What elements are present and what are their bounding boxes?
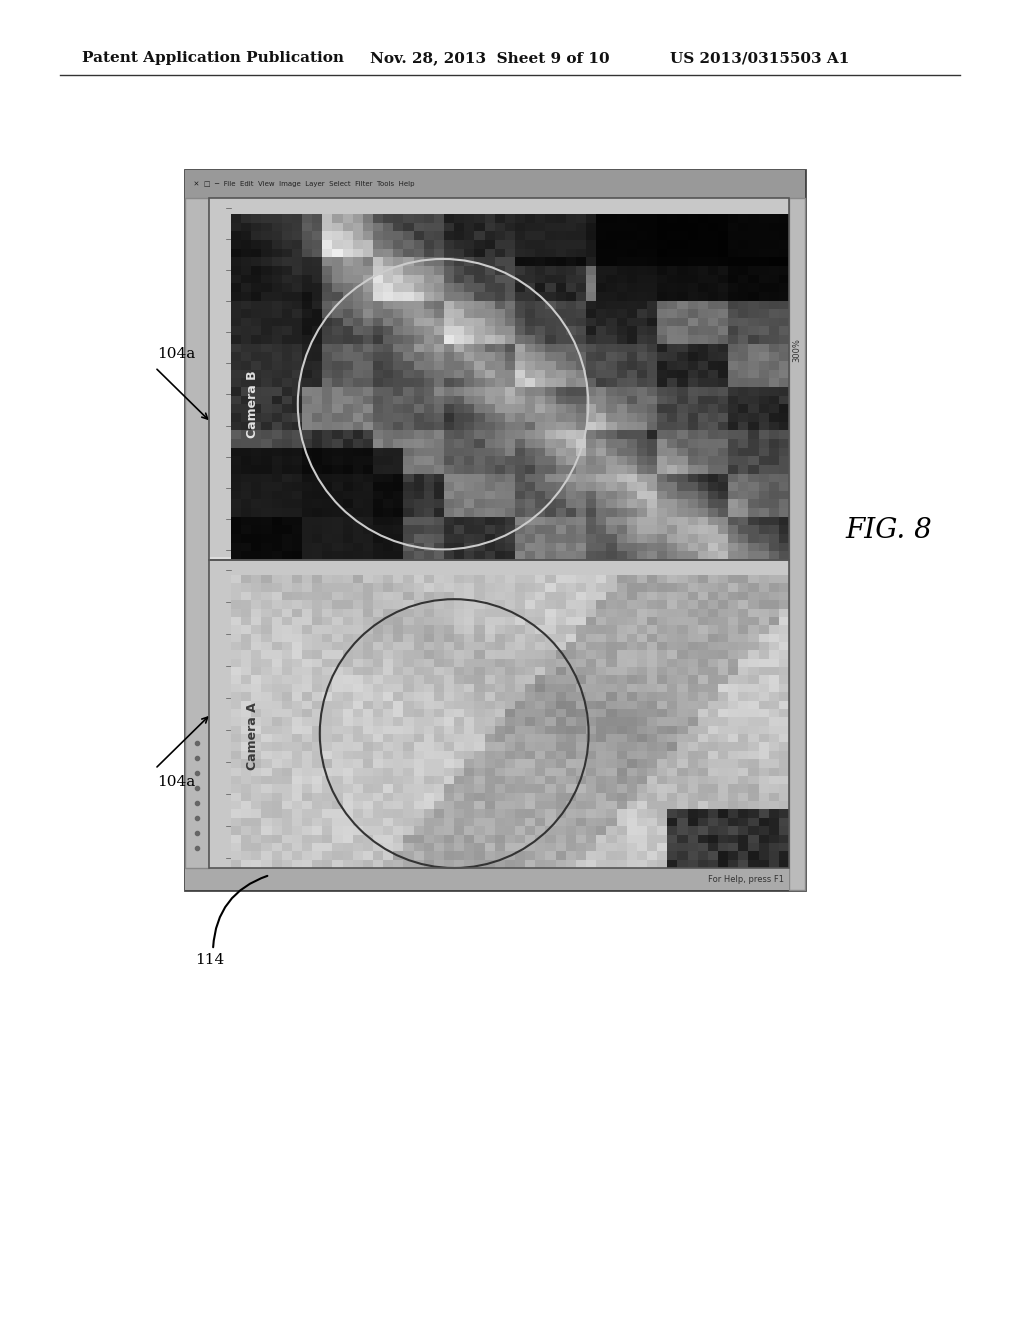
Text: 104a: 104a (157, 347, 196, 362)
Bar (790, 198, 805, 890)
Bar (209, 557, 790, 562)
Bar (185, 869, 790, 890)
Bar (209, 198, 231, 560)
Text: FIG. 8: FIG. 8 (845, 516, 932, 544)
Text: Camera B: Camera B (247, 371, 259, 438)
Bar (185, 170, 805, 198)
Bar (185, 198, 209, 869)
Bar (185, 170, 805, 890)
Bar (231, 198, 790, 214)
Bar (209, 560, 790, 869)
Text: For Help, press F1: For Help, press F1 (708, 874, 784, 883)
Text: ✕  □  ─  File  Edit  View  Image  Layer  Select  Filter  Tools  Help: ✕ □ ─ File Edit View Image Layer Select … (189, 181, 415, 187)
Bar (209, 560, 231, 869)
Text: Patent Application Publication: Patent Application Publication (82, 51, 344, 65)
Bar (231, 560, 790, 576)
Text: Camera A: Camera A (247, 702, 259, 771)
Text: 114: 114 (195, 953, 224, 968)
Text: US 2013/0315503 A1: US 2013/0315503 A1 (670, 51, 849, 65)
Text: 104a: 104a (157, 775, 196, 789)
Bar (209, 198, 790, 560)
Text: Nov. 28, 2013  Sheet 9 of 10: Nov. 28, 2013 Sheet 9 of 10 (370, 51, 609, 65)
Text: 300%: 300% (793, 338, 802, 362)
